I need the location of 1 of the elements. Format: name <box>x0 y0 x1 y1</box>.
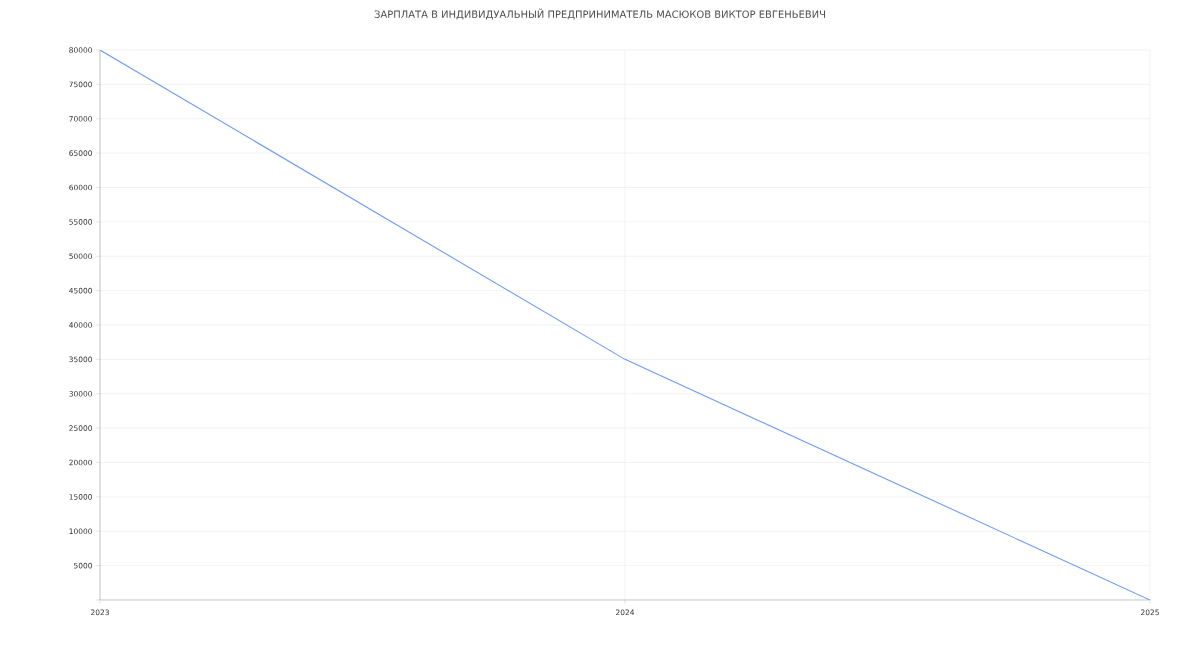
chart-title: ЗАРПЛАТА В ИНДИВИДУАЛЬНЫЙ ПРЕДПРИНИМАТЕЛЬ МАСЮКОВ ВИКТОР ЕВГЕНЬЕВИЧ <box>374 8 825 20</box>
